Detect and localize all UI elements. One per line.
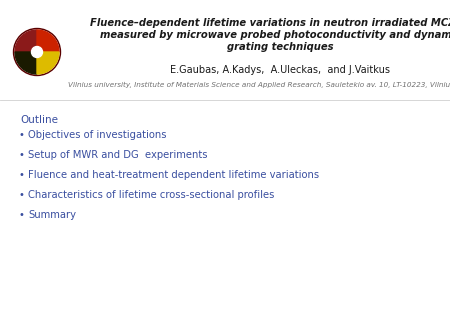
Text: Setup of MWR and DG  experiments: Setup of MWR and DG experiments xyxy=(28,150,207,160)
Text: measured by microwave probed photoconductivity and dynamic: measured by microwave probed photoconduc… xyxy=(99,30,450,40)
Circle shape xyxy=(15,30,59,74)
Text: Characteristics of lifetime cross-sectional profiles: Characteristics of lifetime cross-sectio… xyxy=(28,190,274,200)
Text: •: • xyxy=(18,210,24,220)
Text: Objectives of investigations: Objectives of investigations xyxy=(28,130,166,140)
Text: •: • xyxy=(18,150,24,160)
Wedge shape xyxy=(15,52,37,74)
Wedge shape xyxy=(15,30,37,52)
Text: •: • xyxy=(18,130,24,140)
Text: •: • xyxy=(18,170,24,180)
Wedge shape xyxy=(37,52,59,74)
Text: Fluence–dependent lifetime variations in neutron irradiated MCZ Si: Fluence–dependent lifetime variations in… xyxy=(90,18,450,28)
Text: Fluence and heat-treatment dependent lifetime variations: Fluence and heat-treatment dependent lif… xyxy=(28,170,319,180)
Text: Outline: Outline xyxy=(20,115,58,125)
Text: Vilnius university, Institute of Materials Science and Applied Research, Saulete: Vilnius university, Institute of Materia… xyxy=(68,82,450,88)
Text: E.Gaubas, A.Kadys,  A.Uleckas,  and J.Vaitkus: E.Gaubas, A.Kadys, A.Uleckas, and J.Vait… xyxy=(170,65,390,75)
Text: •: • xyxy=(18,190,24,200)
Wedge shape xyxy=(37,30,59,52)
Circle shape xyxy=(14,28,60,76)
Text: Summary: Summary xyxy=(28,210,76,220)
Circle shape xyxy=(32,46,42,57)
Text: grating techniques: grating techniques xyxy=(227,42,333,52)
